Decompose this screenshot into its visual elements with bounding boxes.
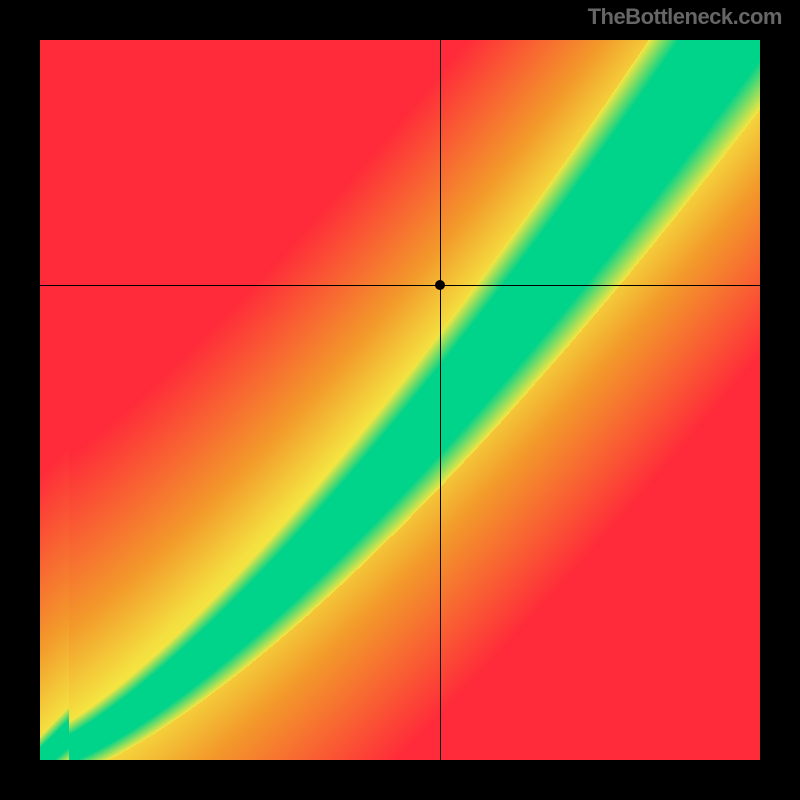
plot-area — [40, 40, 760, 760]
crosshair-vertical — [440, 40, 441, 760]
bottleneck-heatmap — [40, 40, 760, 760]
selected-point-marker — [435, 280, 445, 290]
watermark-text: TheBottleneck.com — [588, 4, 782, 30]
chart-frame: TheBottleneck.com — [0, 0, 800, 800]
crosshair-horizontal — [40, 285, 760, 286]
